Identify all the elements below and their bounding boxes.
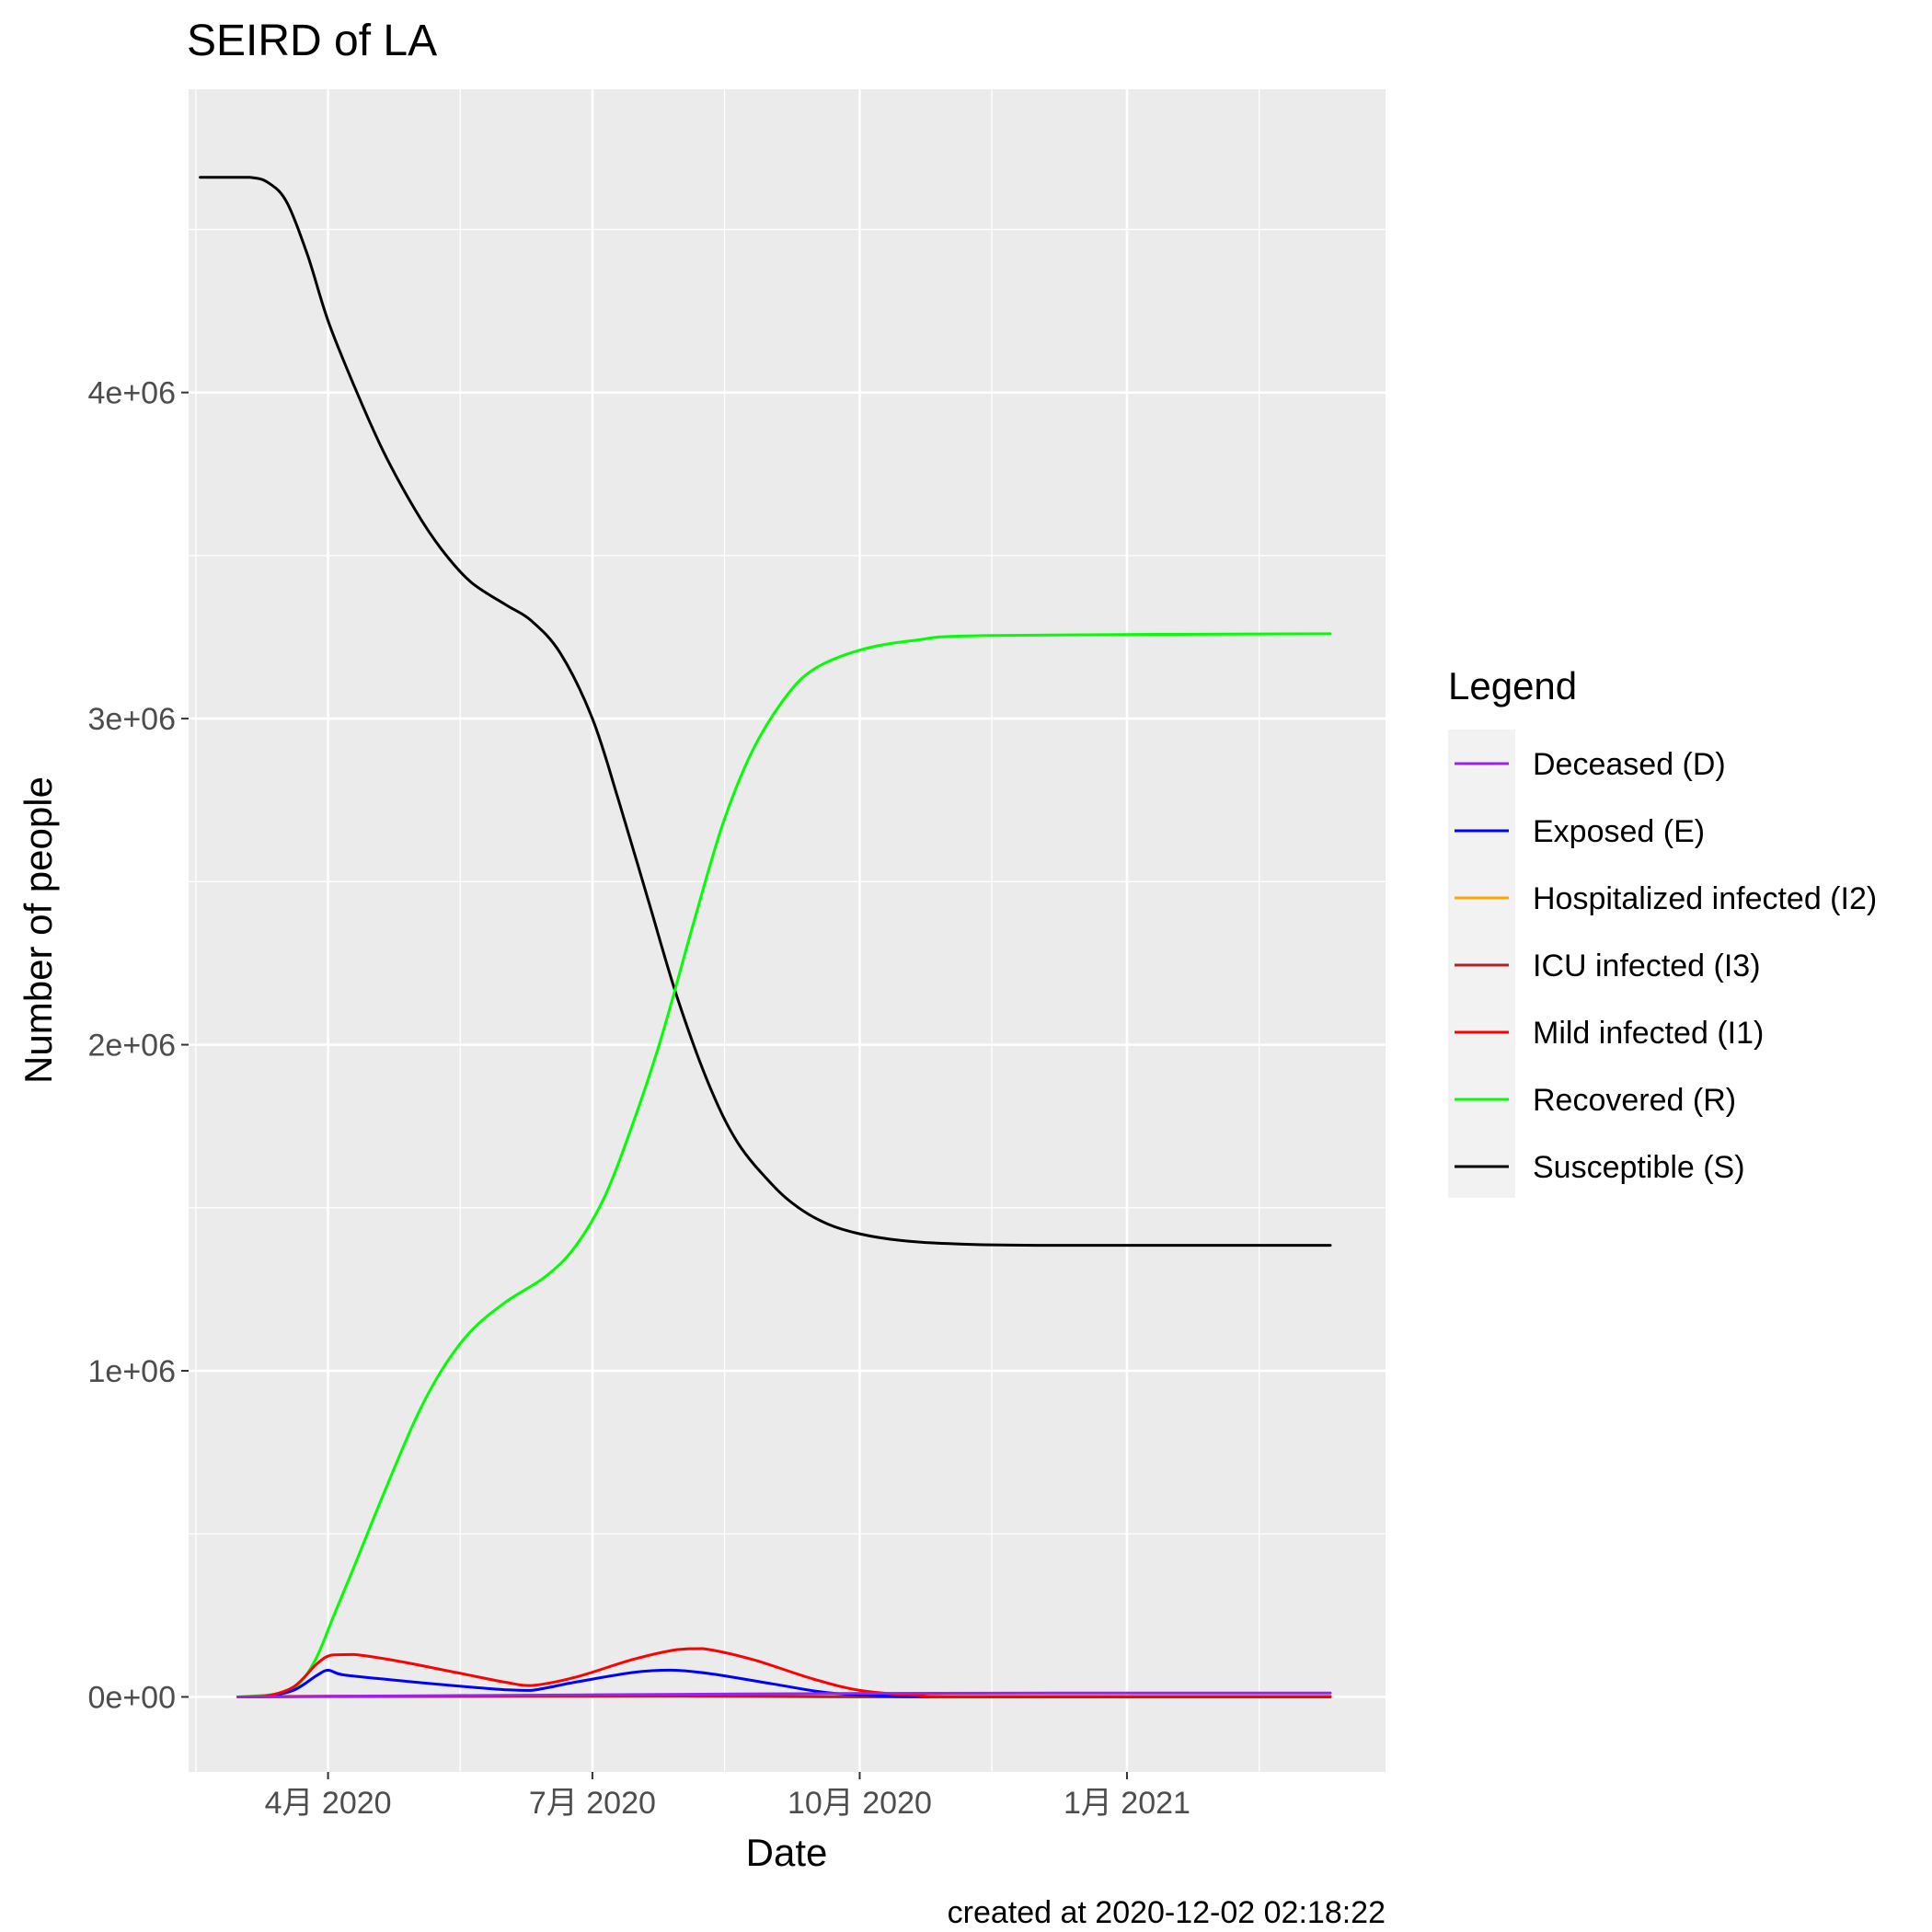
x-axis: 4月 2020 7月 2020 10月 2020 1月 2021 <box>265 1772 1190 1821</box>
series-line-recovered-r <box>236 632 1332 1698</box>
series-lines <box>199 176 1332 1698</box>
chart-title: SEIRD of LA <box>187 17 437 65</box>
y-tick-label: 2e+06 <box>88 1029 177 1064</box>
y-axis: 0e+00 1e+06 2e+06 3e+06 4e+06 <box>88 376 189 1715</box>
x-tick-label: 4月 2020 <box>265 1786 392 1821</box>
legend: Legend Deceased (D) Exposed (E) Hospitaliz… <box>1448 664 1877 1198</box>
legend-title: Legend <box>1448 664 1577 707</box>
minor-gridlines <box>189 89 1386 1772</box>
legend-label-susceptible-s: Susceptible (S) <box>1533 1150 1745 1185</box>
x-tick-label: 7月 2020 <box>529 1786 656 1821</box>
series-line-mild-infected-i1 <box>236 1647 1332 1698</box>
series-line-deceased-d <box>236 1691 1332 1698</box>
x-tick-label: 1月 2021 <box>1064 1786 1190 1821</box>
legend-label-mild-infected-i1: Mild infected (I1) <box>1533 1016 1764 1051</box>
legend-label-hospitalized-infected-i2: Hospitalized infected (I2) <box>1533 881 1877 916</box>
y-axis-title: Number of people <box>17 776 60 1084</box>
y-tick-label: 1e+06 <box>88 1354 177 1389</box>
series-line-exposed-e <box>236 1668 1332 1698</box>
y-tick-label: 0e+00 <box>88 1680 177 1715</box>
y-tick-label: 3e+06 <box>88 702 177 737</box>
x-axis-title: Date <box>746 1831 828 1874</box>
plot-panel <box>189 89 1386 1772</box>
legend-label-exposed-e: Exposed (E) <box>1533 814 1705 849</box>
y-tick-label: 4e+06 <box>88 376 177 411</box>
legend-label-recovered-r: Recovered (R) <box>1533 1083 1736 1118</box>
legend-label-deceased-d: Deceased (D) <box>1533 747 1726 782</box>
series-line-susceptible-s <box>199 176 1332 1248</box>
caption: created at 2020-12-02 02:18:22 <box>948 1895 1386 1930</box>
x-tick-label: 10月 2020 <box>788 1786 932 1821</box>
legend-label-icu-infected-i3: ICU infected (I3) <box>1533 949 1761 983</box>
